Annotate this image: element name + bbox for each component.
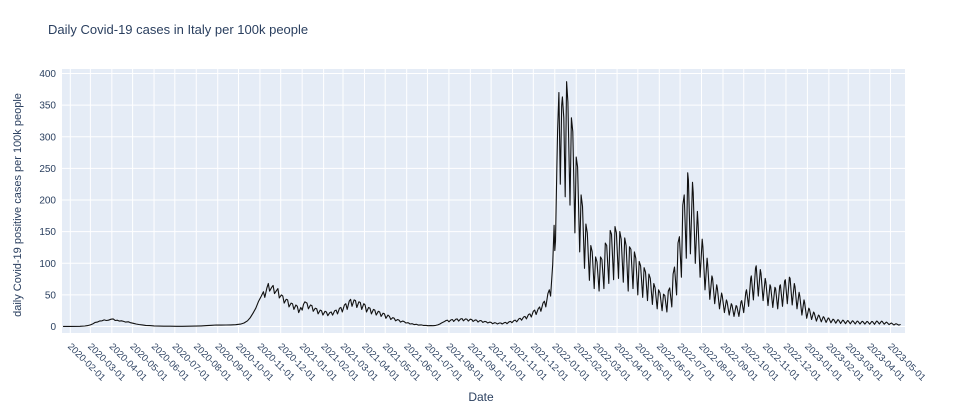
y-tick-label: 250	[39, 164, 56, 175]
x-axis-title: Date	[468, 390, 494, 404]
y-tick-label: 300	[39, 132, 56, 143]
y-axis-tick-labels: 0 50 100 150 200 250 300 350 400	[39, 69, 56, 333]
y-axis-title: daily Covid-19 positive cases per 100k p…	[12, 93, 24, 317]
y-tick-label: 400	[39, 69, 56, 80]
y-tick-label: 350	[39, 101, 56, 112]
y-tick-label: 200	[39, 196, 56, 207]
chart-title: Daily Covid-19 cases in Italy per 100k p…	[48, 22, 308, 37]
covid-cases-line	[62, 81, 901, 327]
y-tick-label: 100	[39, 259, 56, 270]
y-tick-label: 50	[45, 290, 57, 301]
y-tick-label: 150	[39, 227, 56, 238]
data-series	[62, 81, 901, 327]
y-tick-label: 0	[50, 322, 56, 333]
x-axis-tick-labels: 2020-02-012020-03-012020-04-012020-05-01…	[65, 341, 927, 383]
